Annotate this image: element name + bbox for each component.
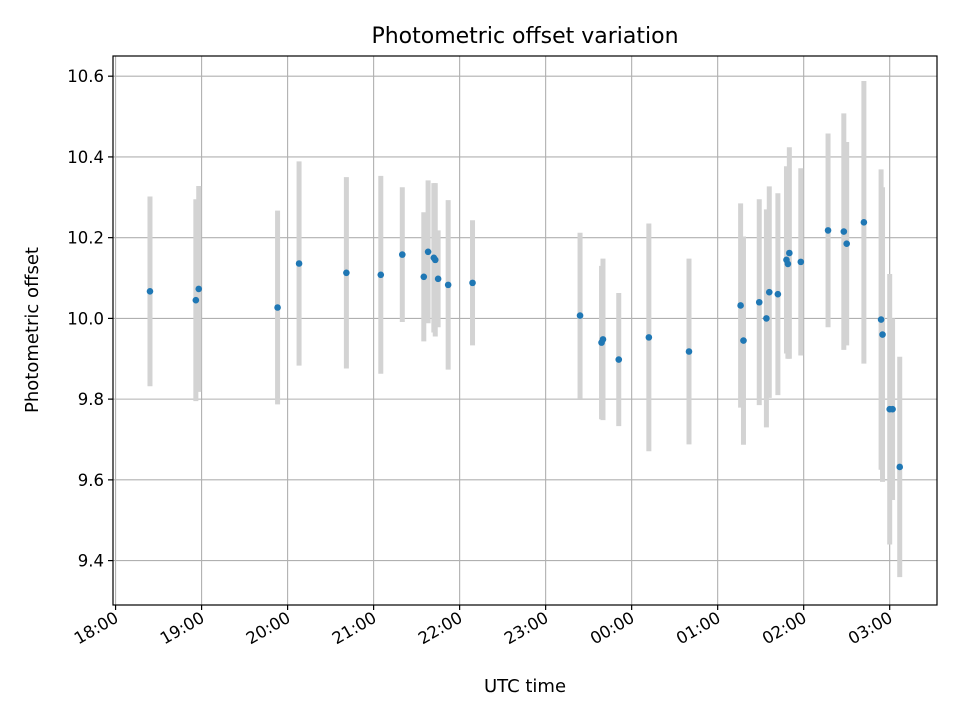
y-tick-label: 10.2: [67, 229, 104, 248]
data-point: [295, 260, 303, 267]
data-point: [576, 312, 584, 319]
data-point: [469, 279, 476, 287]
chart-title: Photometric offset variation: [371, 24, 678, 49]
x-tick-label: 21:00: [329, 608, 380, 648]
plot-frame: [112, 55, 938, 606]
data-point: [434, 275, 442, 283]
data-point: [784, 260, 792, 268]
data-point: [755, 298, 763, 306]
data-point: [740, 337, 747, 344]
y-axis-ticks: 9.4 9.6 9.8 10.0 10.2 10.4 10.6: [67, 67, 113, 571]
y-tick-label: 9.4: [78, 552, 104, 571]
data-point: [195, 285, 203, 293]
data-point: [879, 331, 886, 338]
data-point: [146, 288, 154, 295]
y-tick-label: 10.0: [67, 309, 104, 328]
data-point: [763, 315, 770, 322]
data-point: [398, 251, 406, 258]
data-point: [615, 356, 623, 363]
x-tick-label: 00:00: [587, 608, 638, 648]
data-point: [274, 304, 281, 311]
x-tick-label: 18:00: [71, 608, 122, 648]
data-point: [877, 316, 885, 323]
data-point: [645, 334, 653, 341]
x-axis-label: UTC time: [484, 676, 566, 697]
data-point: [431, 256, 439, 264]
data-point: [377, 271, 385, 279]
x-tick-label: 22:00: [415, 608, 466, 648]
data-point: [599, 336, 607, 343]
data-point: [889, 405, 896, 413]
x-tick-label: 01:00: [673, 608, 724, 648]
x-tick-label: 23:00: [501, 608, 552, 648]
data-point: [765, 288, 773, 296]
y-tick-label: 9.8: [78, 390, 104, 409]
data-point: [737, 302, 744, 309]
y-tick-label: 10.4: [67, 148, 104, 167]
grid-lines: [113, 56, 937, 605]
x-tick-label: 20:00: [243, 608, 294, 648]
y-axis-label: Photometric offset: [22, 247, 43, 413]
data-point: [343, 269, 350, 277]
y-tick-label: 10.6: [67, 67, 104, 86]
x-tick-label: 19:00: [157, 608, 208, 648]
data-point: [840, 228, 848, 235]
data-point: [192, 296, 200, 304]
data-point: [896, 463, 904, 471]
data-point: [786, 249, 793, 257]
data-points: [146, 219, 904, 471]
error-bars: [147, 81, 903, 578]
data-point: [824, 227, 832, 234]
x-tick-label: 02:00: [759, 608, 810, 648]
data-point: [843, 240, 850, 248]
data-point: [420, 273, 428, 281]
y-tick-label: 9.6: [78, 471, 104, 490]
data-point: [774, 290, 782, 298]
data-point: [685, 348, 693, 355]
data-point: [424, 248, 432, 256]
x-axis-ticks: 18:00 19:00 20:00 21:00 22:00 23:00 00:00 01:00…: [71, 605, 896, 648]
x-tick-label: 03:00: [845, 608, 896, 648]
data-point: [444, 281, 452, 289]
data-point: [797, 258, 805, 266]
data-point: [860, 219, 868, 226]
